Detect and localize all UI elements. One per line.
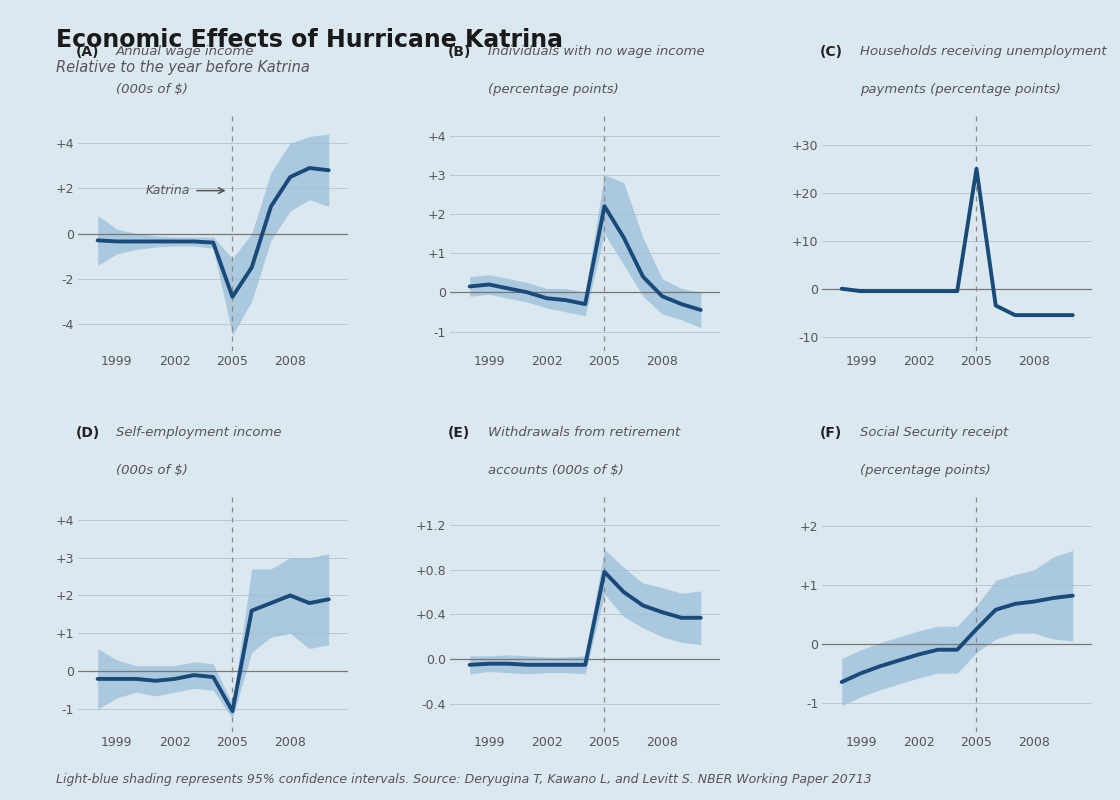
- Text: Self-employment income: Self-employment income: [116, 426, 281, 439]
- Text: (000s of $): (000s of $): [116, 83, 188, 96]
- Text: (D): (D): [76, 426, 100, 440]
- Text: (A): (A): [76, 46, 100, 59]
- Text: Katrina: Katrina: [146, 184, 190, 197]
- Text: Social Security receipt: Social Security receipt: [860, 426, 1008, 439]
- Text: (F): (F): [820, 426, 842, 440]
- Text: Withdrawals from retirement: Withdrawals from retirement: [488, 426, 681, 439]
- Text: payments (percentage points): payments (percentage points): [860, 83, 1061, 96]
- Text: Relative to the year before Katrina: Relative to the year before Katrina: [56, 60, 310, 75]
- Text: accounts (000s of $): accounts (000s of $): [488, 464, 624, 477]
- Text: Annual wage income: Annual wage income: [116, 46, 254, 58]
- Text: (E): (E): [448, 426, 470, 440]
- Text: (C): (C): [820, 46, 842, 59]
- Text: (percentage points): (percentage points): [488, 83, 619, 96]
- Text: (B): (B): [448, 46, 472, 59]
- Text: Light-blue shading represents 95% confidence intervals. Source: Deryugina T, Kaw: Light-blue shading represents 95% confid…: [56, 773, 871, 786]
- Text: Economic Effects of Hurricane Katrina: Economic Effects of Hurricane Katrina: [56, 28, 563, 52]
- Text: Individuals with no wage income: Individuals with no wage income: [488, 46, 704, 58]
- Text: (000s of $): (000s of $): [116, 464, 188, 477]
- Text: (percentage points): (percentage points): [860, 464, 991, 477]
- Text: Households receiving unemployment: Households receiving unemployment: [860, 46, 1107, 58]
